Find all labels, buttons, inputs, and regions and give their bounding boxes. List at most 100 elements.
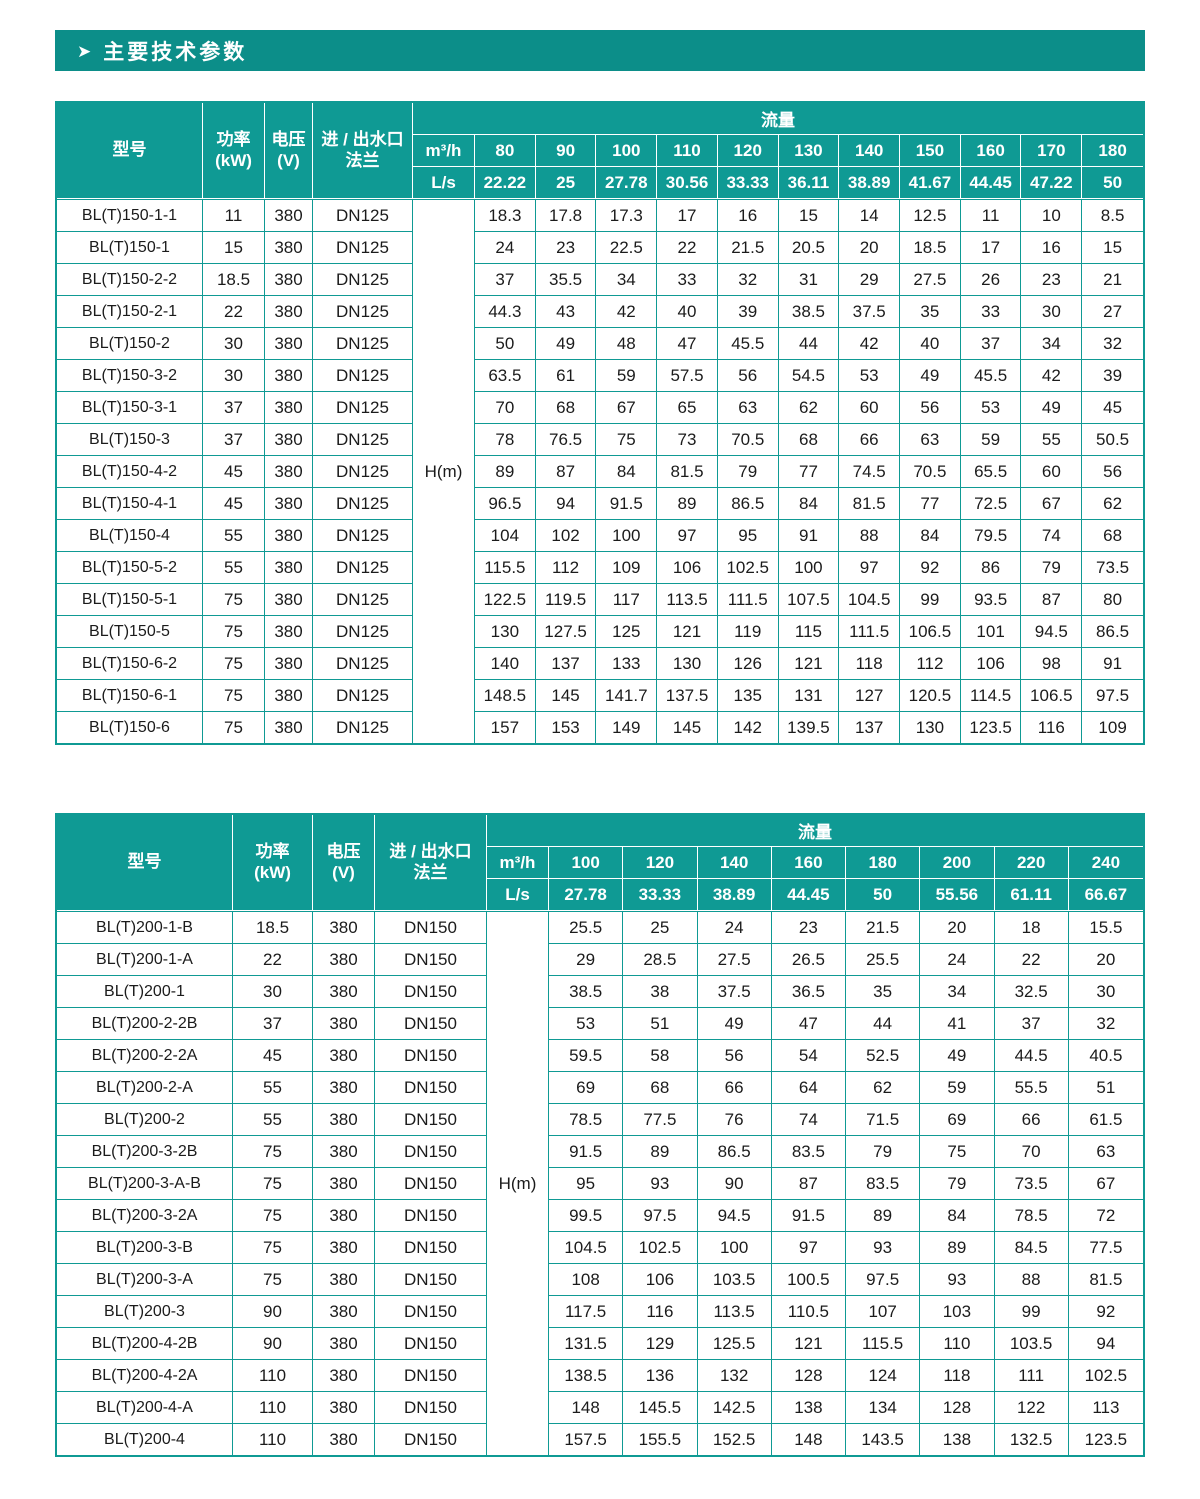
model-cell: BL(T)200-1-B: [57, 911, 233, 943]
head-value-cell: 47: [771, 1007, 846, 1039]
table-row: BL(T)150-2-2 18.5 380 DN125 37 35.5 34 33 32 31 29…: [57, 263, 1143, 295]
voltage-cell: 380: [313, 943, 375, 975]
head-value-cell: 75: [596, 423, 658, 455]
model-cell: BL(T)200-4-A: [57, 1391, 233, 1423]
unit-m3h-label: m³/h: [487, 847, 549, 879]
head-value-cell: 32: [1082, 327, 1143, 359]
head-value-cell: 25: [623, 911, 698, 943]
model-cell: BL(T)200-2: [57, 1103, 233, 1135]
head-value-cell: 42: [839, 327, 901, 359]
head-value-cell: 37: [475, 263, 536, 295]
head-value-cell: 17.8: [535, 199, 597, 231]
head-value-cell: 94: [1068, 1327, 1143, 1359]
head-value-cell: 106: [657, 551, 718, 583]
model-cell: BL(T)200-3: [57, 1295, 233, 1327]
voltage-cell: 380: [313, 1359, 375, 1391]
flow-m3h-value: 120: [717, 135, 779, 167]
head-value-cell: 11: [960, 199, 1022, 231]
head-value-cell: 102: [535, 519, 597, 551]
spec-table-bl200: 型号 功率 (kW) 电压 (V) 进 / 出水口 法兰 流量 m³/h 100 120 140…: [55, 813, 1145, 1457]
head-value-cell: 66: [839, 423, 901, 455]
head-value-cell: 30: [1068, 975, 1143, 1007]
head-value-cell: 102.5: [1068, 1359, 1143, 1391]
model-cell: BL(T)200-3-2A: [57, 1199, 233, 1231]
head-value-cell: 27.5: [900, 263, 961, 295]
voltage-cell: 380: [265, 231, 313, 263]
model-cell: BL(T)200-2-2A: [57, 1039, 233, 1071]
head-value-cell: 76.5: [535, 423, 597, 455]
voltage-cell: 380: [265, 295, 313, 327]
head-value-cell: 70.5: [900, 455, 961, 487]
flange-cell: DN125: [313, 487, 413, 519]
head-value-cell: 79: [1021, 551, 1083, 583]
head-value-cell: 51: [623, 1007, 698, 1039]
head-value-cell: 73.5: [1082, 551, 1143, 583]
head-value-cell: 27: [1082, 295, 1143, 327]
head-value-cell: 116: [623, 1295, 698, 1327]
voltage-cell: 380: [265, 583, 313, 615]
head-value-cell: 157.5: [549, 1423, 624, 1455]
flow-ls-value: 36.11: [778, 167, 840, 199]
head-value-cell: 20: [839, 231, 901, 263]
head-value-cell: 55: [1021, 423, 1083, 455]
head-value-cell: 54.5: [778, 359, 840, 391]
power-cell: 37: [233, 1007, 313, 1039]
head-value-cell: 89: [657, 487, 718, 519]
head-value-cell: 110.5: [771, 1295, 846, 1327]
head-value-cell: 90: [697, 1167, 772, 1199]
table-row: BL(T)200-2 55 380 DN150 78.5 77.5 76 74 71.5 69 66…: [57, 1103, 1143, 1135]
head-value-cell: 111.5: [839, 615, 901, 647]
model-cell: BL(T)150-6-2: [57, 647, 203, 679]
table-row: BL(T)150-3 37 380 DN125 78 76.5 75 73 70.5 68 66 63…: [57, 423, 1143, 455]
model-cell: BL(T)200-4-2A: [57, 1359, 233, 1391]
head-value-cell: 63.5: [475, 359, 536, 391]
model-cell: BL(T)200-3-A-B: [57, 1167, 233, 1199]
head-value-cell: 112: [535, 551, 597, 583]
head-value-cell: 87: [771, 1167, 846, 1199]
flow-m3h-value: 150: [900, 135, 961, 167]
head-value-cell: 53: [839, 359, 901, 391]
head-value-cell: 113.5: [697, 1295, 772, 1327]
arrow-icon: ➤: [77, 42, 92, 61]
head-value-cell: 81.5: [1068, 1263, 1143, 1295]
head-value-cell: 44: [778, 327, 840, 359]
head-value-cell: 77: [778, 455, 840, 487]
model-cell: BL(T)200-3-2B: [57, 1135, 233, 1167]
model-cell: BL(T)150-5-1: [57, 583, 203, 615]
head-value-cell: 155.5: [623, 1423, 698, 1455]
head-value-cell: 22: [994, 943, 1069, 975]
col-header-voltage: 电压 (V): [265, 103, 313, 199]
head-value-cell: 74: [771, 1103, 846, 1135]
table-row: BL(T)200-2-A 55 380 DN150 69 68 66 64 62 59 55.5 51: [57, 1071, 1143, 1103]
power-cell: 75: [233, 1135, 313, 1167]
head-value-cell: 81.5: [839, 487, 901, 519]
flow-ls-value: 27.78: [549, 879, 624, 911]
flange-cell: DN150: [375, 1423, 487, 1455]
head-value-cell: 34: [920, 975, 995, 1007]
model-cell: BL(T)200-3-A: [57, 1263, 233, 1295]
head-value-cell: 111: [994, 1359, 1069, 1391]
flange-cell: DN150: [375, 1295, 487, 1327]
voltage-cell: 380: [313, 1391, 375, 1423]
head-value-cell: 17: [960, 231, 1022, 263]
head-value-cell: 24: [920, 943, 995, 975]
head-value-cell: 101: [960, 615, 1022, 647]
model-cell: BL(T)200-2-A: [57, 1071, 233, 1103]
head-value-cell: 102.5: [623, 1231, 698, 1263]
voltage-cell: 380: [313, 1007, 375, 1039]
head-value-cell: 137: [535, 647, 597, 679]
voltage-cell: 380: [265, 615, 313, 647]
voltage-cell: 380: [313, 975, 375, 1007]
head-value-cell: 50: [475, 327, 536, 359]
head-value-cell: 103.5: [697, 1263, 772, 1295]
table-row: BL(T)150-6-2 75 380 DN125 140 137 133 130 126 121…: [57, 647, 1143, 679]
head-value-cell: 65: [657, 391, 718, 423]
table-row: BL(T)200-2-2B 37 380 DN150 53 51 49 47 44 41 37 32: [57, 1007, 1143, 1039]
flange-cell: DN125: [313, 455, 413, 487]
col-header-power: 功率 (kW): [233, 815, 313, 911]
head-value-cell: 84: [778, 487, 840, 519]
head-value-cell: 34: [1021, 327, 1083, 359]
head-value-cell: 44: [846, 1007, 921, 1039]
head-value-cell: 68: [535, 391, 597, 423]
head-value-cell: 114.5: [960, 679, 1022, 711]
